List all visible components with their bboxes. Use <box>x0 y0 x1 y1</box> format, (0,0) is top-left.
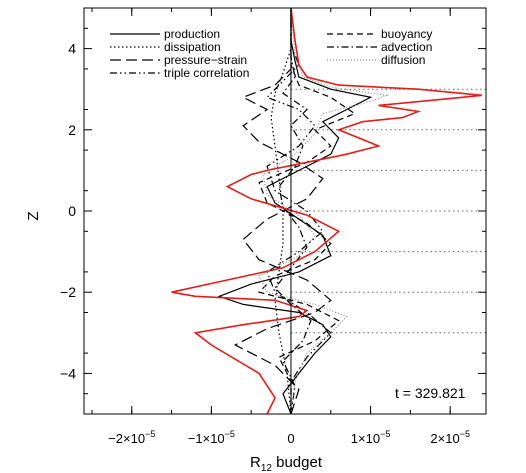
x-tick-label-base: −2×10 <box>108 431 145 446</box>
x-tick-label-exp: −5 <box>460 429 470 439</box>
series-line <box>266 8 332 414</box>
x-tick-label: 0 <box>287 431 294 446</box>
series-line <box>274 8 312 415</box>
axes <box>83 7 487 415</box>
legend-label: pressure−strain <box>164 53 247 67</box>
x-tick-label: −2×10−5 <box>108 429 155 446</box>
y-tick-label: −2 <box>60 284 76 300</box>
x-tick-label-exp: −5 <box>225 429 235 439</box>
y-tick-label: 4 <box>68 41 76 57</box>
x-axis-label-suffix: budget <box>272 454 323 471</box>
y-tick-label: 0 <box>68 203 76 219</box>
x-tick-label-base: 2×10 <box>430 431 459 446</box>
series-layer <box>171 7 483 415</box>
legend-label: diffusion <box>381 53 425 67</box>
x-axis-label: R12 budget <box>250 454 323 473</box>
y-tick-label: 2 <box>68 122 76 138</box>
y-tick-label: −4 <box>60 365 76 381</box>
time-annotation: t = 329.821 <box>395 385 466 401</box>
x-tick-label-base: −1×10 <box>188 431 225 446</box>
x-tick-label-base: 0 <box>287 431 294 446</box>
x-tick-label: 2×10−5 <box>430 429 470 446</box>
x-tick-label-exp: −5 <box>380 429 390 439</box>
y-axis-label: Z <box>25 211 42 220</box>
reference-lines <box>290 88 486 334</box>
x-axis-label-sub: 12 <box>261 463 273 473</box>
legend-label: triple correlation <box>164 66 249 80</box>
x-axis-label-main: R <box>250 454 261 471</box>
x-tick-label: 1×10−5 <box>351 429 391 446</box>
legend-label: buoyancy <box>381 27 432 41</box>
series-line <box>233 8 332 415</box>
legend-label: dissipation <box>164 40 221 54</box>
x-tick-label-base: 1×10 <box>351 431 380 446</box>
legend: productiondissipationpressure−straintrip… <box>110 27 432 80</box>
plot-frame <box>83 7 487 415</box>
series-line <box>171 7 483 415</box>
x-tick-label-exp: −5 <box>145 429 155 439</box>
x-tick-label: −1×10−5 <box>188 429 235 446</box>
legend-label: advection <box>381 40 432 54</box>
legend-label: production <box>164 27 220 41</box>
series-line <box>257 8 356 414</box>
